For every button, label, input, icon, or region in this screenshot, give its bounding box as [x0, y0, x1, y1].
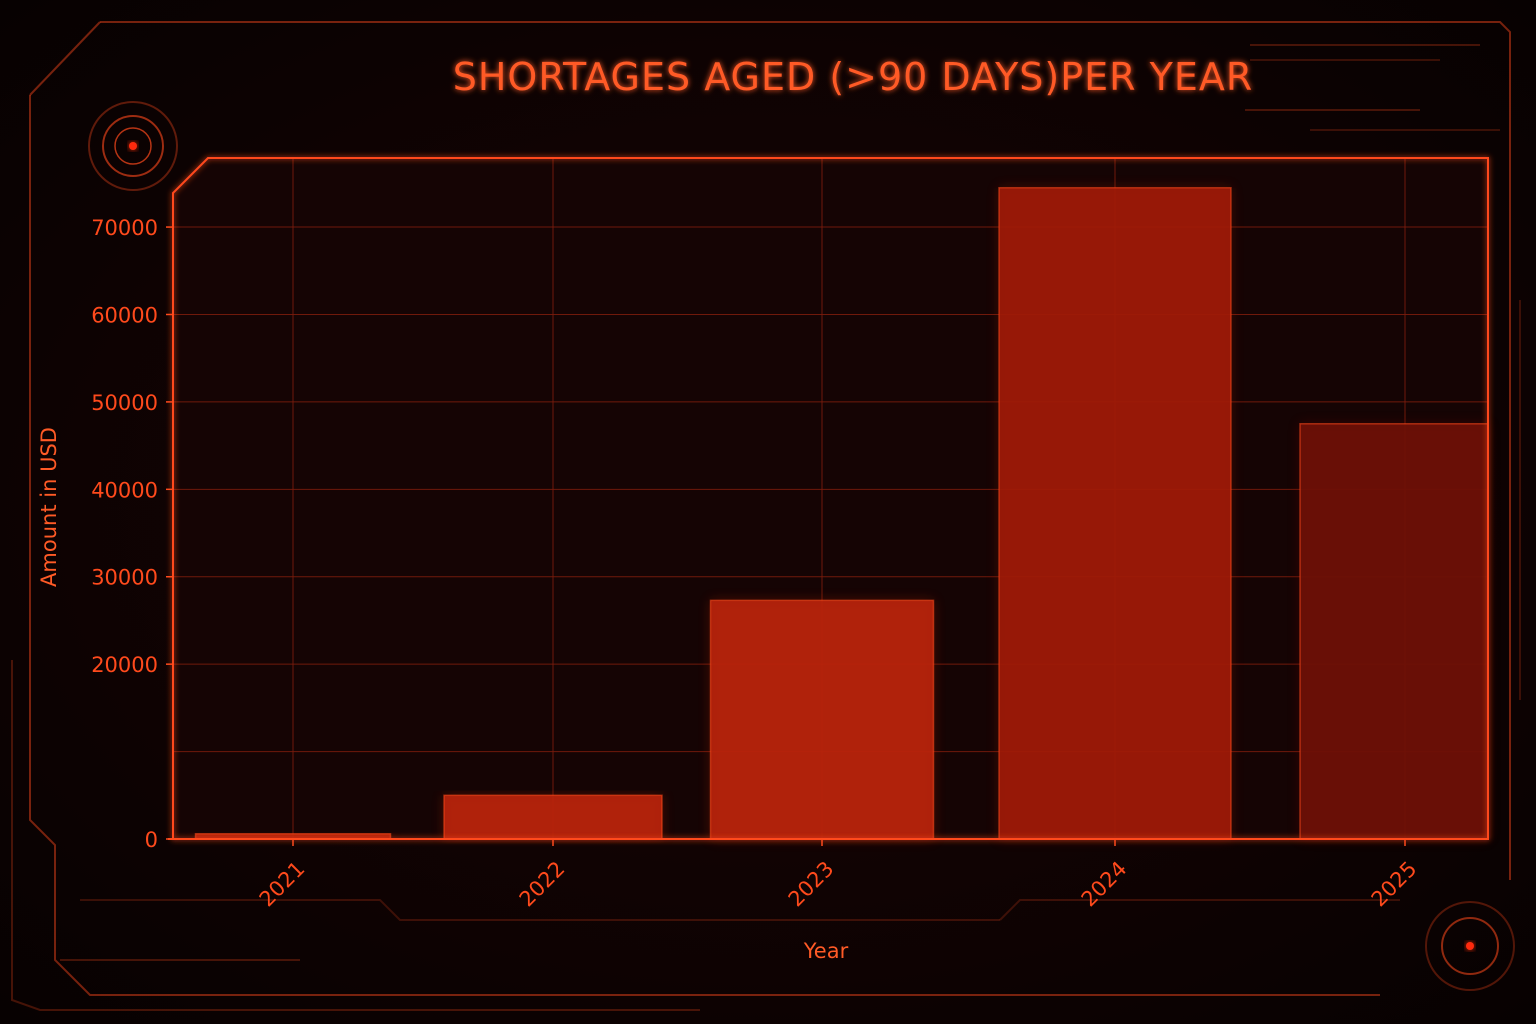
hud-frame [11, 21, 1521, 1011]
x-axis-label: Year [803, 939, 849, 963]
chart-title: SHORTAGES AGED (>90 DAYS)PER YEAR [453, 55, 1254, 99]
target-icon [88, 101, 178, 191]
bar-2023 [709, 599, 935, 840]
y-axis-ticks: 0 20000 30000 40000 50000 60000 70000 [91, 216, 173, 852]
y-tick-label: 60000 [91, 303, 158, 327]
y-tick-label: 70000 [91, 216, 158, 240]
bar-2022 [443, 794, 663, 840]
bars [194, 186, 1489, 840]
y-tick-label: 30000 [91, 566, 158, 590]
y-tick-label: 0 [145, 828, 158, 852]
bar-2024 [998, 186, 1232, 840]
bar-2025 [1299, 423, 1489, 840]
y-tick-label: 40000 [91, 478, 158, 502]
y-tick-label: 20000 [91, 653, 158, 677]
y-tick-label: 50000 [91, 391, 158, 415]
target-icon [1425, 901, 1515, 991]
y-axis-label: Amount in USD [37, 427, 61, 587]
